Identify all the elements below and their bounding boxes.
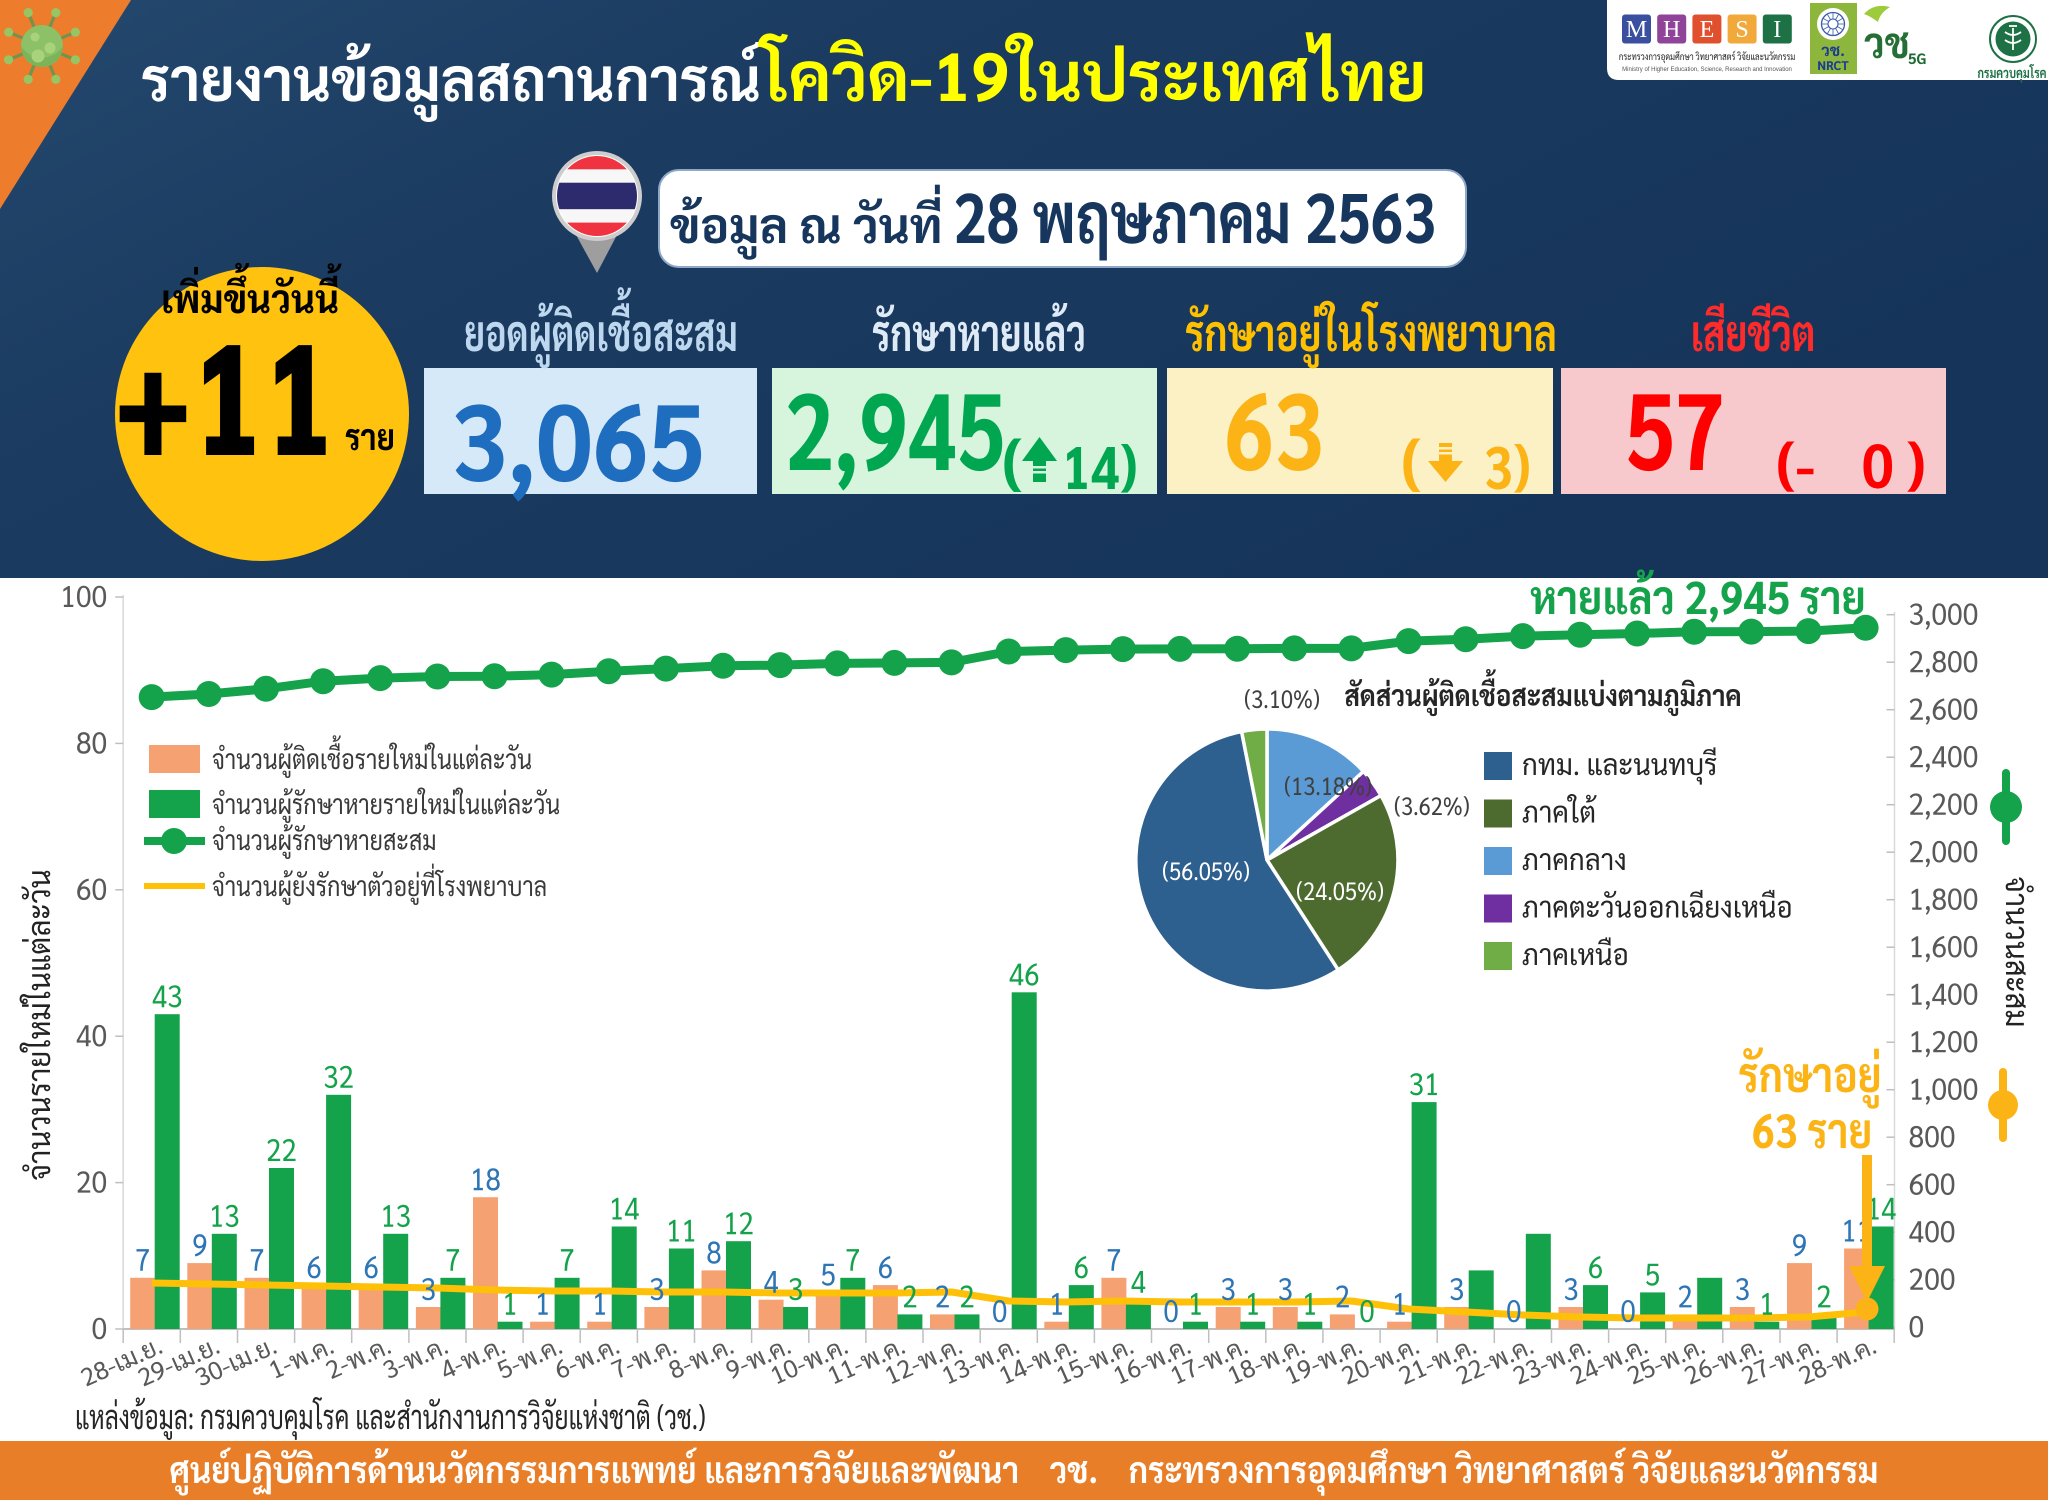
svg-text:I: I: [1773, 17, 1781, 43]
svg-text:H: H: [1663, 17, 1680, 43]
svg-text:E: E: [1700, 17, 1715, 43]
svg-text:M: M: [1626, 17, 1647, 43]
svg-text:S: S: [1735, 17, 1748, 43]
svg-text:Ministry of Higher Education,: Ministry of Higher Education, Science, R…: [1622, 67, 1792, 73]
